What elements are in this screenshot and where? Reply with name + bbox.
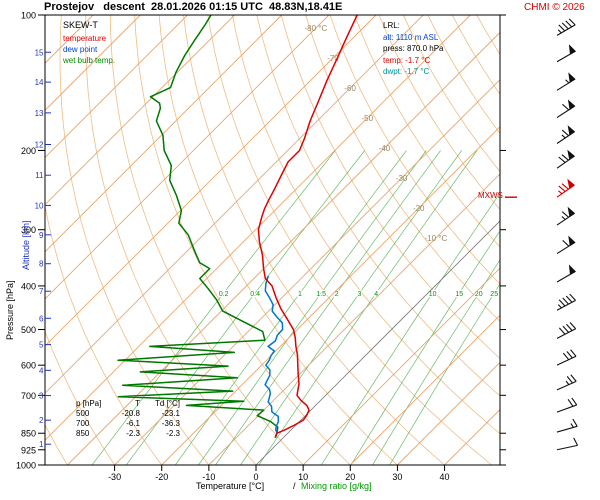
plot-border	[44, 14, 501, 466]
mixing-ratio-labels: 0.2 0.4 1 1.5 2 3 4 10 15 20 25	[218, 290, 500, 300]
svg-text:12: 12	[35, 141, 44, 150]
temperature-curve	[257, 15, 358, 439]
svg-text:-10 °C: -10 °C	[424, 234, 447, 243]
table-row: 850 -2.3 -2.3	[76, 429, 180, 438]
pressure-axis-label: Pressure [hPa]	[5, 280, 15, 340]
svg-text:8: 8	[39, 260, 44, 269]
svg-text:11: 11	[35, 171, 44, 180]
dry-adiabats	[45, 15, 500, 465]
svg-text:3: 3	[358, 291, 362, 298]
svg-text:25: 25	[490, 291, 498, 298]
svg-text:14: 14	[35, 78, 44, 87]
svg-text:4: 4	[39, 366, 44, 375]
altitude-axis-label: Altitude [km]	[21, 220, 31, 270]
curve-legend: SKEW-T temperature dew point wet bulb te…	[63, 20, 115, 66]
svg-text:15: 15	[35, 48, 44, 57]
svg-text:600: 600	[21, 361, 36, 371]
svg-text:3: 3	[39, 392, 44, 401]
lrl-dewpoint: dwpt: -1.7 °C	[383, 67, 430, 76]
svg-text:-40: -40	[379, 144, 391, 153]
wind-barbs	[505, 18, 579, 451]
svg-text:-20: -20	[155, 472, 168, 482]
table-row: 700 -6.1 -36.3	[76, 419, 180, 428]
lrl-info-box: LRL: alt: 1110 m ASL press: 870.0 hPa te…	[383, 20, 443, 78]
legend-item-wetbulb: wet bulb temp.	[63, 56, 116, 65]
levels-table-header: p [hPa] T Td [°C]	[76, 399, 180, 408]
svg-text:30: 30	[392, 472, 402, 482]
svg-text:20: 20	[475, 291, 483, 298]
svg-text:10: 10	[429, 291, 437, 298]
svg-text:1000: 1000	[16, 461, 36, 471]
svg-text:13: 13	[35, 109, 44, 118]
svg-text:-20: -20	[413, 204, 425, 213]
svg-text:40: 40	[440, 472, 450, 482]
svg-text:0.2: 0.2	[219, 291, 229, 298]
mxws-label: MXWS	[478, 191, 503, 200]
svg-text:10: 10	[298, 472, 308, 482]
mixing-ratio-axis-label: Mixing ratio [g/kg]	[301, 481, 372, 491]
svg-text:-30: -30	[108, 472, 121, 482]
svg-text:500: 500	[21, 325, 36, 335]
mixing-ratio-lines	[91, 150, 500, 465]
svg-text:15: 15	[455, 291, 463, 298]
lrl-title: LRL:	[383, 21, 400, 30]
svg-text:-50: -50	[362, 114, 374, 123]
wetbulb-curve	[117, 15, 279, 439]
temperature-axis-label: Temperature [°C]	[196, 481, 265, 491]
svg-text:400: 400	[21, 281, 36, 291]
svg-text:1.5: 1.5	[316, 291, 326, 298]
legend-item-dewpoint: dew point	[63, 45, 98, 54]
axis-ticks: 1002003004005006007008509251000151413121…	[16, 11, 506, 482]
svg-text:100: 100	[21, 11, 36, 21]
svg-text:925: 925	[21, 445, 36, 455]
lrl-temperature: temp: -1.7 °C	[383, 55, 431, 65]
isotherm-labels: -80 °C -70 -60 -50 -40 -30 -20 -10 °C	[304, 24, 447, 243]
table-row: 500 -20.8 -23.1	[76, 409, 180, 418]
svg-text:0.4: 0.4	[250, 291, 260, 298]
svg-text:850: 850	[21, 429, 36, 439]
svg-text:700: 700	[21, 391, 36, 401]
svg-text:-30: -30	[396, 174, 408, 183]
svg-text:20: 20	[345, 472, 355, 482]
svg-text:4: 4	[374, 291, 378, 298]
svg-text:1: 1	[39, 440, 44, 449]
copyright: CHMI © 2026	[524, 2, 585, 13]
svg-text:-80 °C: -80 °C	[304, 24, 327, 33]
svg-text:0: 0	[253, 472, 258, 482]
lrl-altitude: alt: 1110 m ASL	[383, 32, 439, 42]
svg-text:300: 300	[21, 225, 36, 235]
svg-text:1: 1	[298, 291, 302, 298]
dewpoint-curve	[264, 275, 284, 439]
svg-text:9: 9	[39, 231, 44, 240]
svg-text:2: 2	[39, 416, 44, 425]
svg-text:10: 10	[35, 201, 44, 210]
legend-title: SKEW-T	[63, 20, 98, 30]
svg-text:-70: -70	[327, 54, 339, 63]
svg-text:5: 5	[39, 341, 44, 350]
legend-item-temperature: temperature	[63, 34, 107, 43]
svg-text:200: 200	[21, 146, 36, 156]
lrl-pressure: press: 870.0 hPa	[383, 44, 444, 53]
svg-text:7: 7	[39, 287, 44, 296]
isotherms	[45, 15, 500, 465]
svg-text:6: 6	[39, 314, 44, 323]
levels-table: p [hPa] T Td [°C] 500 -20.8 -23.1 700 -6…	[76, 399, 180, 439]
svg-text:-10: -10	[202, 472, 215, 482]
svg-text:-60: -60	[344, 84, 356, 93]
svg-text:2: 2	[335, 291, 339, 298]
axis-label-separator: /	[293, 481, 296, 491]
page-title: Prostejov descent 28.01.2026 01:15 UTC 4…	[44, 1, 343, 13]
